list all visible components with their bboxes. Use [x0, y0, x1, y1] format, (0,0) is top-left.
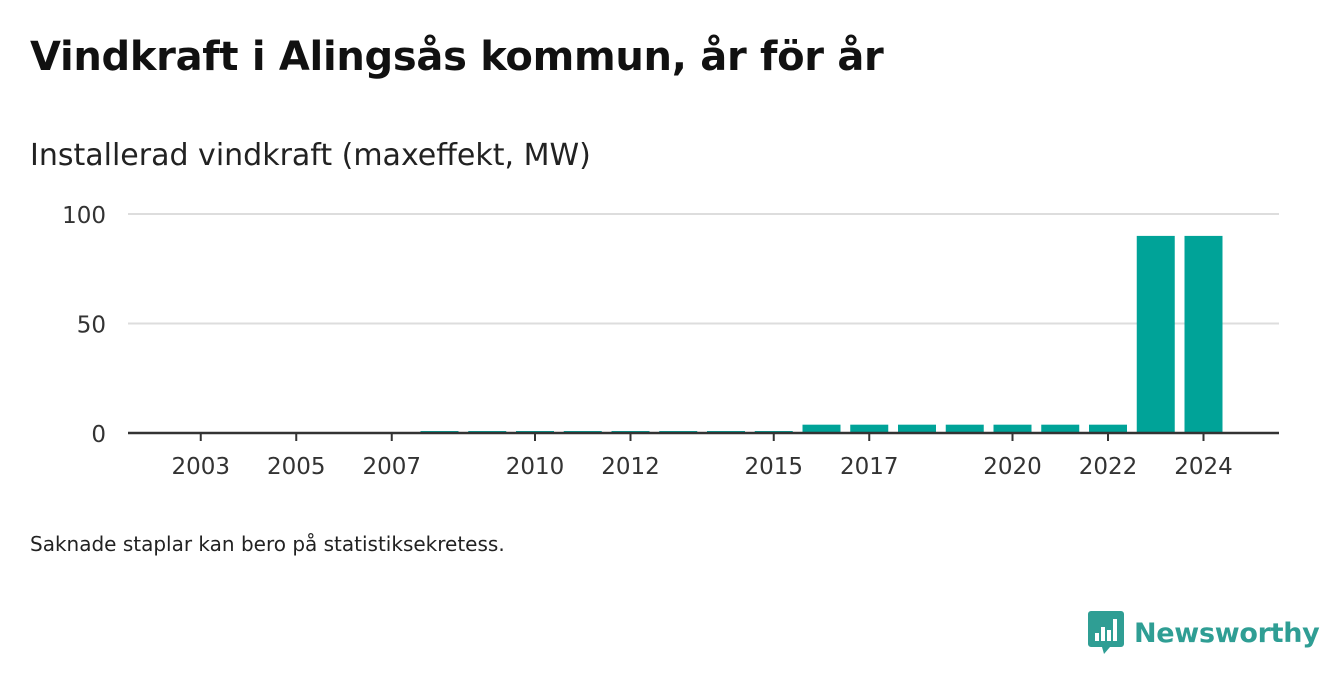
bar [850, 424, 889, 433]
chart-subtitle: Installerad vindkraft (maxeffekt, MW) [30, 138, 591, 173]
x-tick-label: 2020 [983, 454, 1042, 480]
newsworthy-logo-icon [1088, 611, 1124, 654]
chart-title: Vindkraft i Alingsås kommun, år för år [30, 34, 884, 80]
newsworthy-logo[interactable]: Newsworthy [1088, 611, 1320, 655]
bar [1136, 235, 1175, 433]
x-tick-label: 2003 [171, 454, 230, 480]
bar [945, 424, 984, 433]
bar [1184, 235, 1223, 433]
x-tick-label: 2010 [506, 454, 565, 480]
bar [1041, 424, 1080, 433]
brand-name: Newsworthy [1134, 617, 1320, 649]
bar [1089, 424, 1127, 433]
x-tick-label: 2017 [840, 454, 899, 480]
y-tick-label: 100 [62, 203, 106, 229]
x-tick-label: 2012 [601, 454, 660, 480]
bar [898, 424, 936, 433]
y-tick-label: 50 [77, 313, 106, 339]
x-tick-label: 2024 [1174, 454, 1233, 480]
x-tick-label: 2007 [362, 454, 421, 480]
bar [802, 424, 841, 433]
footnote: Saknade staplar kan bero på statistiksek… [30, 532, 505, 556]
x-tick-label: 2015 [744, 454, 803, 480]
x-tick-label: 2022 [1079, 454, 1138, 480]
y-tick-label: 0 [91, 422, 106, 448]
bar [993, 424, 1032, 433]
x-tick-label: 2005 [267, 454, 326, 480]
